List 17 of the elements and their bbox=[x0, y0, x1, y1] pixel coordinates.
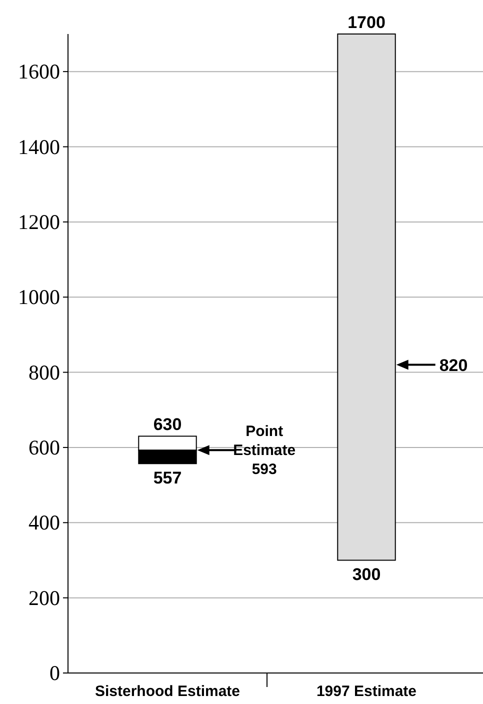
y-tick-label: 600 bbox=[28, 435, 60, 460]
ref-line-label: Point Estimate 593 bbox=[233, 423, 296, 478]
annotation: 1700 bbox=[348, 13, 386, 32]
y-tick-label: 200 bbox=[28, 586, 60, 610]
annotation: 557 bbox=[153, 468, 182, 488]
y-tick-label: 1200 bbox=[18, 210, 60, 234]
y-tick-label: 0 bbox=[50, 661, 60, 685]
y-tick-label: 800 bbox=[28, 360, 60, 384]
annotation: 300 bbox=[352, 565, 381, 584]
y-tick-label: 1000 bbox=[18, 285, 60, 310]
y-tick-label: 1600 bbox=[18, 60, 60, 84]
y-tick-label: 1400 bbox=[18, 134, 60, 159]
y-tick-label: 400 bbox=[28, 510, 60, 535]
ref-line-label: 820 bbox=[439, 356, 468, 375]
x-tick-label: 1997 Estimate bbox=[316, 683, 417, 700]
x-tick-label: Sisterhood Estimate bbox=[94, 683, 240, 700]
annotation: 630 bbox=[153, 415, 182, 434]
